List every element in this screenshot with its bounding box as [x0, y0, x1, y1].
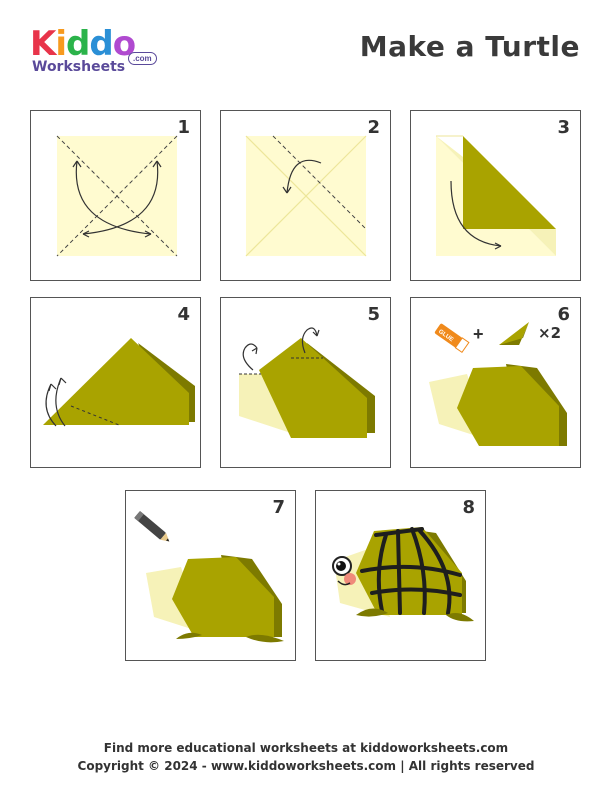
shell-pattern: [360, 527, 462, 615]
step-panel-2: 2: [220, 110, 391, 281]
step-panel-4: 4: [30, 297, 201, 468]
step-number: 4: [177, 304, 190, 325]
step-3-illustration: [436, 135, 556, 256]
footer-line-2: Copyright © 2024 - www.kiddoworksheets.c…: [77, 759, 535, 773]
multiplier-label: ×2: [538, 324, 562, 342]
step-number: 8: [462, 497, 475, 518]
step-panel-6: GLUE + 6 ×2: [410, 297, 581, 468]
cheek: [344, 573, 356, 585]
logo-wordmark: Kiddo: [30, 24, 136, 64]
step-8-illustration: [332, 527, 474, 622]
step-1-illustration: [56, 135, 178, 257]
step-panel-3: 3: [410, 110, 581, 281]
pencil-icon: [134, 511, 170, 542]
logo-subtitle: Worksheets: [32, 59, 126, 75]
step-5-illustration: [239, 327, 375, 438]
kiddo-logo[interactable]: Kiddo Worksheets .com: [30, 24, 160, 78]
logo-domain: .com: [128, 52, 157, 65]
step-number: 5: [367, 304, 380, 325]
step-panel-8: 8: [315, 490, 486, 661]
step-number: 6: [557, 304, 570, 325]
step-7-illustration: [134, 511, 284, 643]
logo-letter: d: [89, 24, 113, 64]
footer-line-1: Find more educational worksheets at kidd…: [103, 741, 509, 755]
logo-letter: i: [55, 24, 67, 64]
step-panel-7: 7: [125, 490, 296, 661]
step-number: 3: [557, 117, 570, 138]
step-4-illustration: [43, 338, 195, 427]
step-6-illustration: GLUE +: [429, 322, 567, 446]
logo-letter: K: [30, 24, 56, 64]
step-number: 2: [367, 117, 380, 138]
plus-sign: +: [473, 324, 484, 344]
step-number: 7: [272, 497, 285, 518]
step-panel-1: 1: [30, 110, 201, 281]
step-number: 1: [177, 117, 190, 138]
step-panel-5: 5: [220, 297, 391, 468]
step-2-illustration: [245, 135, 367, 257]
logo-letter: d: [66, 24, 90, 64]
page-title: Make a Turtle: [359, 30, 580, 63]
glue-stick-icon: GLUE: [434, 323, 470, 354]
